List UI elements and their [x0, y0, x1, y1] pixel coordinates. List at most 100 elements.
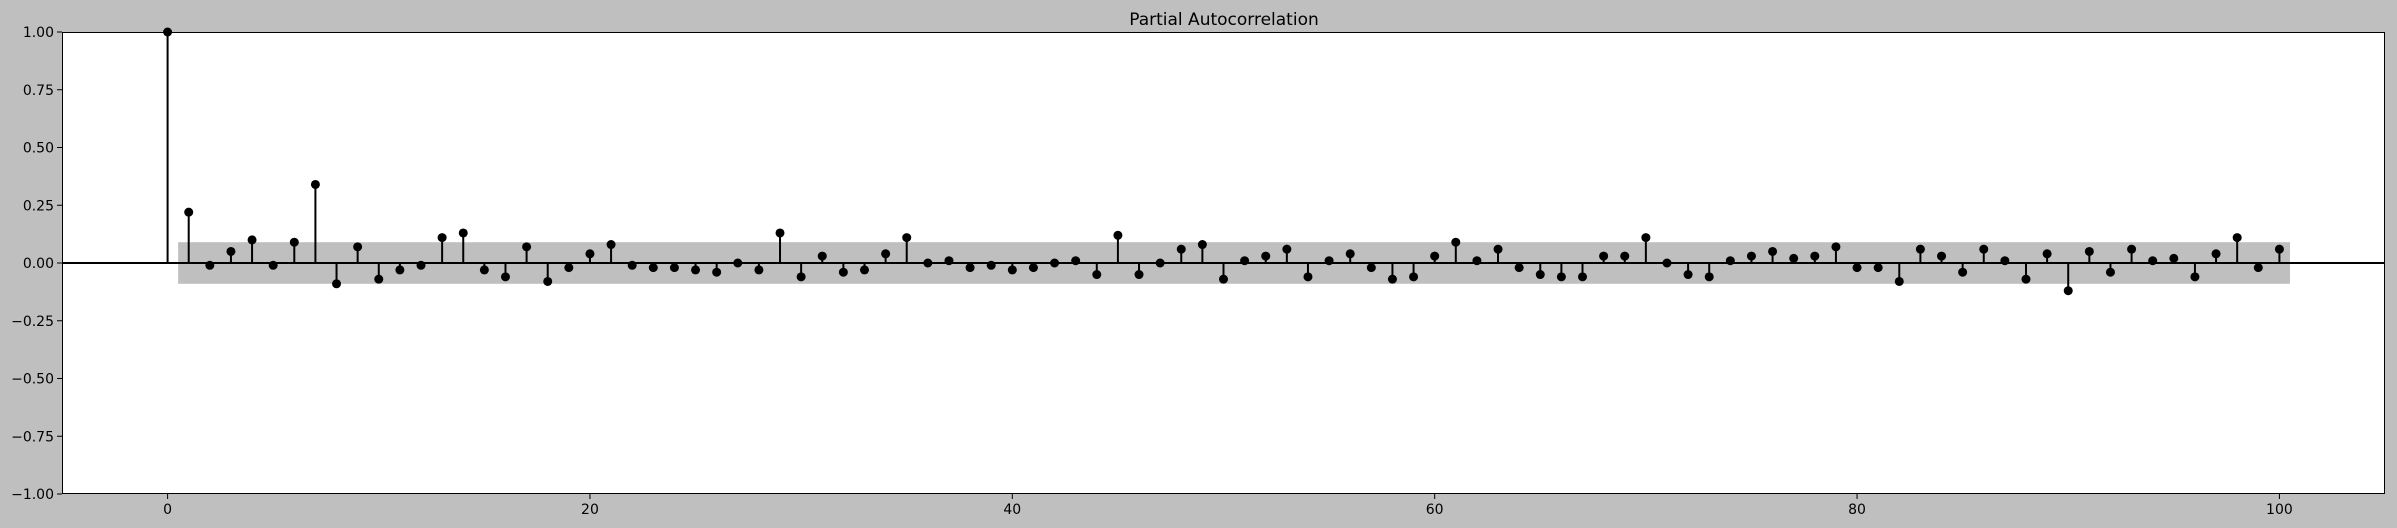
- stem-marker: [2274, 244, 2284, 254]
- stem-marker: [2148, 256, 2158, 266]
- stem-marker: [247, 235, 257, 245]
- stem-marker: [2063, 286, 2073, 296]
- x-axis: 0 20 40 60 80 100: [163, 494, 2293, 518]
- x-tick-label: 20: [581, 502, 599, 518]
- stem-marker: [1894, 276, 1904, 286]
- stem-marker: [1282, 244, 1292, 254]
- stem-marker: [1662, 258, 1672, 268]
- stem-marker: [1683, 270, 1693, 280]
- stem-marker: [859, 265, 869, 275]
- stem-marker: [1050, 258, 1060, 268]
- stem-marker: [458, 228, 468, 238]
- stem-marker: [374, 274, 384, 284]
- stem-marker: [965, 263, 975, 273]
- stem-marker: [902, 233, 912, 243]
- stem-marker: [1219, 274, 1228, 284]
- stem-marker: [1620, 251, 1630, 261]
- y-tick-label: 0.25: [23, 198, 54, 214]
- stem-marker: [1451, 237, 1461, 247]
- stem-marker: [310, 179, 320, 189]
- stem-marker: [1979, 244, 1989, 254]
- stem-marker: [1704, 272, 1714, 282]
- x-tick-label: 100: [2266, 502, 2293, 518]
- stem-marker: [1261, 251, 1271, 261]
- stem-marker: [1071, 256, 1081, 266]
- stem-marker: [2232, 233, 2242, 243]
- stem-marker: [817, 251, 827, 261]
- stem-marker: [1958, 267, 1968, 277]
- stem-marker: [522, 242, 532, 252]
- stem-marker: [923, 258, 933, 268]
- stem-marker: [944, 256, 954, 266]
- x-tick-label: 40: [1003, 502, 1021, 518]
- stem-marker: [1725, 256, 1735, 266]
- stem-marker: [733, 258, 743, 268]
- stem-marker: [1387, 274, 1397, 284]
- stem-marker: [585, 249, 595, 259]
- y-tick-label: 0.00: [23, 256, 54, 272]
- stem-marker: [2127, 244, 2137, 254]
- y-tick-label: −0.50: [11, 372, 54, 388]
- stem-marker: [648, 263, 658, 273]
- stem-marker: [1746, 251, 1756, 261]
- stem-marker: [1092, 270, 1102, 280]
- stem-marker: [2000, 256, 2010, 266]
- stem-marker: [395, 265, 405, 275]
- stem-marker: [627, 260, 637, 270]
- stems-layer: [163, 27, 2284, 296]
- y-tick-label: 0.50: [23, 141, 54, 157]
- stem-marker: [564, 263, 574, 273]
- stem-marker: [796, 272, 806, 282]
- stem-marker: [543, 276, 553, 286]
- stem-marker: [416, 260, 426, 270]
- stem-marker: [775, 228, 785, 238]
- stem-marker: [500, 272, 510, 282]
- stem-marker: [2169, 253, 2179, 263]
- stem-marker: [2190, 272, 2200, 282]
- stem-marker: [1937, 251, 1947, 261]
- stem-marker: [2042, 249, 2052, 259]
- stem-marker: [1134, 270, 1144, 280]
- plot-frame: [62, 32, 2385, 494]
- stem-marker: [1430, 251, 1440, 261]
- chart-title: Partial Autocorrelation: [1129, 10, 1319, 30]
- y-tick-label: −1.00: [11, 487, 54, 503]
- stem-marker: [1493, 244, 1503, 254]
- stem-marker: [1852, 263, 1862, 273]
- stem-marker: [1831, 242, 1841, 252]
- stem-marker: [1915, 244, 1925, 254]
- stem-marker: [1768, 246, 1778, 256]
- y-tick-label: 0.75: [23, 83, 54, 99]
- stem-marker: [2021, 274, 2031, 284]
- stem-marker: [1324, 256, 1334, 266]
- stem-marker: [1599, 251, 1609, 261]
- stem-marker: [226, 246, 236, 256]
- stem-marker: [986, 260, 996, 270]
- x-tick-label: 0: [163, 502, 172, 518]
- stem-marker: [1578, 272, 1588, 282]
- stem-marker: [1197, 240, 1207, 250]
- stem-marker: [1345, 249, 1355, 259]
- stem-marker: [754, 265, 764, 275]
- y-tick-label: −0.25: [11, 314, 54, 330]
- stem-marker: [332, 279, 342, 289]
- stem-marker: [1028, 263, 1038, 273]
- stem-marker: [2084, 246, 2094, 256]
- stem-marker: [712, 267, 722, 277]
- stem-marker: [1514, 263, 1524, 273]
- stem-marker: [1113, 230, 1123, 240]
- stem-marker: [881, 249, 891, 259]
- stem-marker: [1472, 256, 1482, 266]
- stem-marker: [669, 263, 679, 273]
- stem-marker: [437, 233, 447, 243]
- stem-marker: [1641, 233, 1651, 243]
- stem-marker: [479, 265, 489, 275]
- stem-marker: [2105, 267, 2115, 277]
- stem-marker: [2253, 263, 2263, 273]
- stem-marker: [606, 240, 616, 250]
- stem-marker: [1007, 265, 1017, 275]
- stem-marker: [184, 207, 194, 217]
- stem-marker: [1789, 253, 1799, 263]
- stem-marker: [691, 265, 701, 275]
- stem-marker: [1240, 256, 1250, 266]
